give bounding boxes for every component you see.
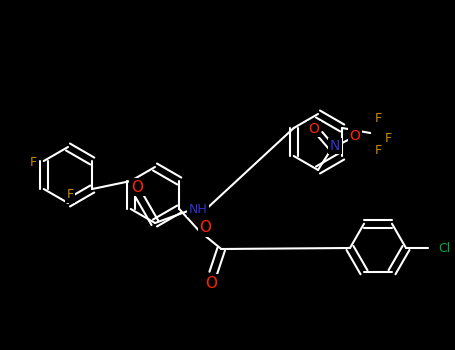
- Text: N: N: [330, 139, 340, 153]
- Text: F: F: [384, 132, 392, 145]
- Text: F: F: [66, 189, 74, 202]
- Text: O: O: [205, 275, 217, 290]
- Text: O: O: [199, 220, 211, 236]
- Text: F: F: [374, 112, 382, 126]
- Text: NH: NH: [188, 203, 207, 216]
- Text: O: O: [349, 129, 360, 143]
- Text: F: F: [374, 145, 382, 158]
- Text: O: O: [308, 122, 319, 136]
- Text: O: O: [131, 180, 143, 195]
- Text: Cl: Cl: [438, 241, 450, 254]
- Text: F: F: [30, 156, 37, 169]
